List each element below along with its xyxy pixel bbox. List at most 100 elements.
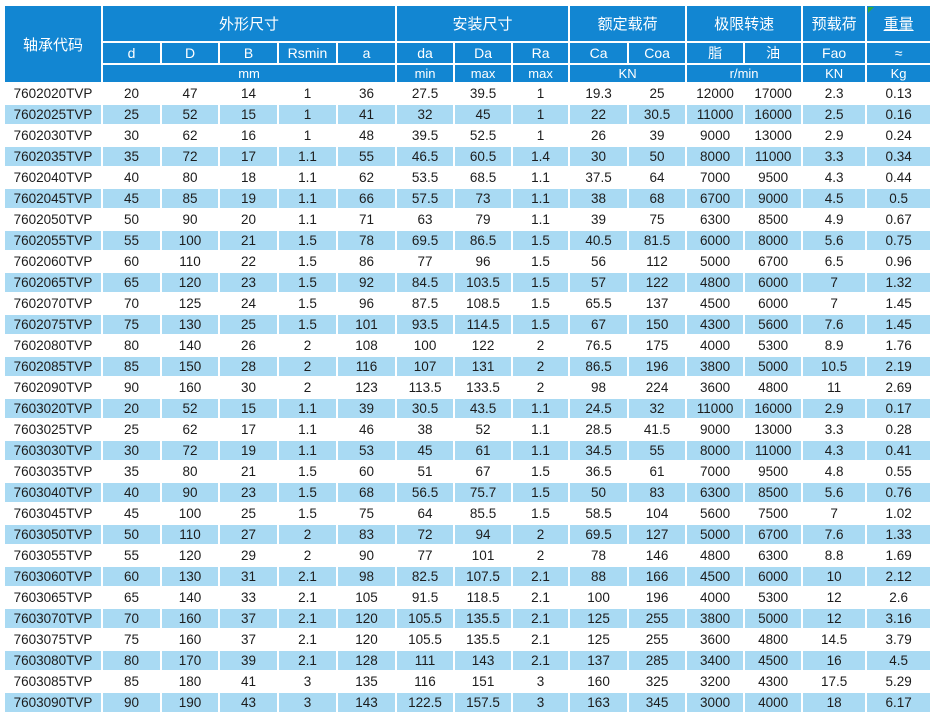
value-cell: 4.3 — [803, 168, 866, 187]
table-row: 7602045TVP 45 85 19 1.1 66 57.5 73 1.1 38 68 6700 90… — [5, 189, 930, 208]
table-header: 轴承代码 外形尺寸 安装尺寸 额定载荷 极限转速 预载荷 重量 d D B Rs… — [5, 6, 930, 82]
unit-min: min — [397, 65, 454, 82]
value-cell: 75.7 — [455, 483, 512, 502]
value-cell: 4300 — [687, 315, 744, 334]
value-cell: 8000 — [687, 441, 744, 460]
value-cell: 8.8 — [803, 546, 866, 565]
value-cell: 105.5 — [397, 609, 454, 628]
value-cell: 69.5 — [570, 525, 628, 544]
value-cell: 17 — [220, 420, 277, 439]
value-cell: 0.75 — [867, 231, 930, 250]
value-cell: 5000 — [745, 609, 802, 628]
value-cell: 2.1 — [513, 609, 569, 628]
value-cell: 2.1 — [279, 567, 336, 586]
value-cell: 7.6 — [803, 315, 866, 334]
value-cell: 24 — [220, 294, 277, 313]
value-cell: 3.79 — [867, 630, 930, 649]
col-header-approx: ≈ — [867, 43, 930, 63]
value-cell: 36.5 — [570, 462, 628, 481]
bearing-code-cell: 7602080TVP — [5, 336, 101, 355]
value-cell: 22 — [220, 252, 277, 271]
value-cell: 2.6 — [867, 588, 930, 607]
value-cell: 130 — [162, 315, 218, 334]
value-cell: 80 — [162, 462, 218, 481]
value-cell: 1.1 — [513, 168, 569, 187]
value-cell: 86.5 — [455, 231, 512, 250]
bearing-code-cell: 7603070TVP — [5, 609, 101, 628]
bearing-code-cell: 7602090TVP — [5, 378, 101, 397]
value-cell: 38 — [570, 189, 628, 208]
bearing-code-cell: 7603045TVP — [5, 504, 101, 523]
value-cell: 1.5 — [513, 231, 569, 250]
value-cell: 55 — [629, 441, 686, 460]
table-row: 7602040TVP 40 80 18 1.1 62 53.5 68.5 1.1 37.5 64 70… — [5, 168, 930, 187]
bearing-code-cell: 7602035TVP — [5, 147, 101, 166]
value-cell: 10.5 — [803, 357, 866, 376]
value-cell: 1.1 — [513, 399, 569, 418]
value-cell: 3 — [279, 672, 336, 691]
value-cell: 105 — [338, 588, 396, 607]
value-cell: 101 — [455, 546, 512, 565]
value-cell: 2 — [513, 546, 569, 565]
value-cell: 2 — [513, 378, 569, 397]
value-cell: 345 — [629, 693, 686, 712]
value-cell: 0.34 — [867, 147, 930, 166]
value-cell: 48 — [338, 126, 396, 145]
value-cell: 22 — [570, 105, 628, 124]
value-cell: 1.5 — [513, 273, 569, 292]
value-cell: 6700 — [745, 525, 802, 544]
value-cell: 1.1 — [279, 168, 336, 187]
value-cell: 58.5 — [570, 504, 628, 523]
value-cell: 1.32 — [867, 273, 930, 292]
value-cell: 52.5 — [455, 126, 512, 145]
value-cell: 91.5 — [397, 588, 454, 607]
value-cell: 4.5 — [867, 651, 930, 670]
value-cell: 5000 — [687, 252, 744, 271]
value-cell: 7000 — [687, 168, 744, 187]
value-cell: 0.55 — [867, 462, 930, 481]
value-cell: 13000 — [745, 126, 802, 145]
value-cell: 120 — [162, 546, 218, 565]
value-cell: 9500 — [745, 462, 802, 481]
value-cell: 3800 — [687, 609, 744, 628]
value-cell: 100 — [397, 336, 454, 355]
value-cell: 19 — [220, 189, 277, 208]
value-cell: 68.5 — [455, 168, 512, 187]
value-cell: 37 — [220, 609, 277, 628]
bearing-code-cell: 7603060TVP — [5, 567, 101, 586]
value-cell: 190 — [162, 693, 218, 712]
value-cell: 100 — [162, 231, 218, 250]
value-cell: 32 — [397, 105, 454, 124]
value-cell: 68 — [629, 189, 686, 208]
value-cell: 21 — [220, 231, 277, 250]
value-cell: 8.9 — [803, 336, 866, 355]
value-cell: 76.5 — [570, 336, 628, 355]
value-cell: 71 — [338, 210, 396, 229]
value-cell: 107.5 — [455, 567, 512, 586]
value-cell: 125 — [162, 294, 218, 313]
table-row: 7602055TVP 55 100 21 1.5 78 69.5 86.5 1.5 40.5 81.… — [5, 231, 930, 250]
value-cell: 4.8 — [803, 462, 866, 481]
value-cell: 53 — [338, 441, 396, 460]
value-cell: 11000 — [745, 441, 802, 460]
value-cell: 2.9 — [803, 126, 866, 145]
value-cell: 1.5 — [513, 462, 569, 481]
value-cell: 116 — [397, 672, 454, 691]
value-cell: 107 — [397, 357, 454, 376]
value-cell: 11000 — [687, 399, 744, 418]
value-cell: 1.5 — [279, 483, 336, 502]
value-cell: 1.1 — [513, 189, 569, 208]
col-group-weight[interactable]: 重量 — [867, 6, 930, 41]
bearing-code-cell: 7603035TVP — [5, 462, 101, 481]
value-cell: 14 — [220, 84, 277, 103]
value-cell: 1.5 — [279, 252, 336, 271]
table-row: 7602085TVP 85 150 28 2 116 107 131 2 86.5 196 3800 5… — [5, 357, 930, 376]
value-cell: 4500 — [687, 567, 744, 586]
table-row: 7602075TVP 75 130 25 1.5 101 93.5 114.5 1.5 67 150… — [5, 315, 930, 334]
value-cell: 5000 — [687, 525, 744, 544]
value-cell: 50 — [103, 525, 160, 544]
value-cell: 1.02 — [867, 504, 930, 523]
value-cell: 23 — [220, 273, 277, 292]
col-header-Ra: Ra — [513, 43, 569, 63]
table-row: 7603045TVP 45 100 25 1.5 75 64 85.5 1.5 58.5 104 56… — [5, 504, 930, 523]
